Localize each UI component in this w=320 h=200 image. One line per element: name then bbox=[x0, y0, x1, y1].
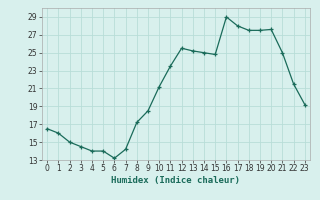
X-axis label: Humidex (Indice chaleur): Humidex (Indice chaleur) bbox=[111, 176, 241, 185]
